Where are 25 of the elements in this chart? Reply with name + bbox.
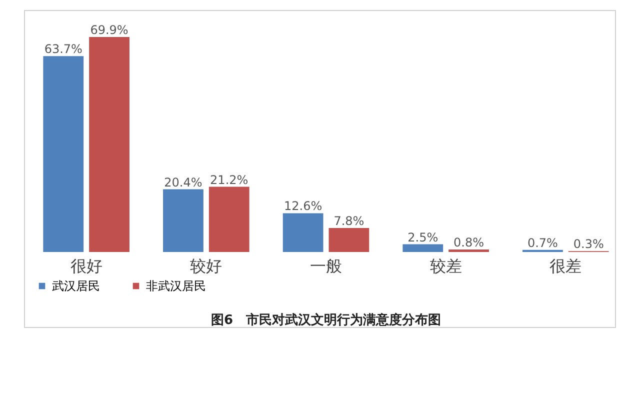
bar <box>163 189 204 252</box>
data-label: 2.5% <box>408 230 438 244</box>
data-label: 0.3% <box>573 237 604 252</box>
bar <box>282 213 324 252</box>
legend-label: 非武汉居民 <box>146 279 206 293</box>
bar <box>328 228 370 252</box>
data-label: 69.9% <box>90 23 128 37</box>
x-tick-label: 较好 <box>190 256 222 276</box>
data-label: 7.8% <box>334 214 364 228</box>
x-tick-label: 一般 <box>310 256 342 276</box>
data-label: 0.8% <box>454 236 484 250</box>
x-tick-label: 很好 <box>70 256 102 276</box>
x-tick-label: 较差 <box>430 256 462 276</box>
bar <box>402 244 444 252</box>
data-label: 21.2% <box>210 172 248 187</box>
legend-label: 武汉居民 <box>52 279 100 293</box>
x-tick-label: 很差 <box>550 256 582 276</box>
data-label: 20.4% <box>164 175 202 190</box>
bar <box>89 37 130 252</box>
data-label: 12.6% <box>284 199 322 214</box>
bar <box>208 186 250 252</box>
data-label: 63.7% <box>44 42 82 56</box>
data-label: 0.7% <box>527 236 558 250</box>
bar <box>43 56 84 252</box>
text: 图6 市民对武汉文明行为满意度分布图 <box>210 312 442 328</box>
